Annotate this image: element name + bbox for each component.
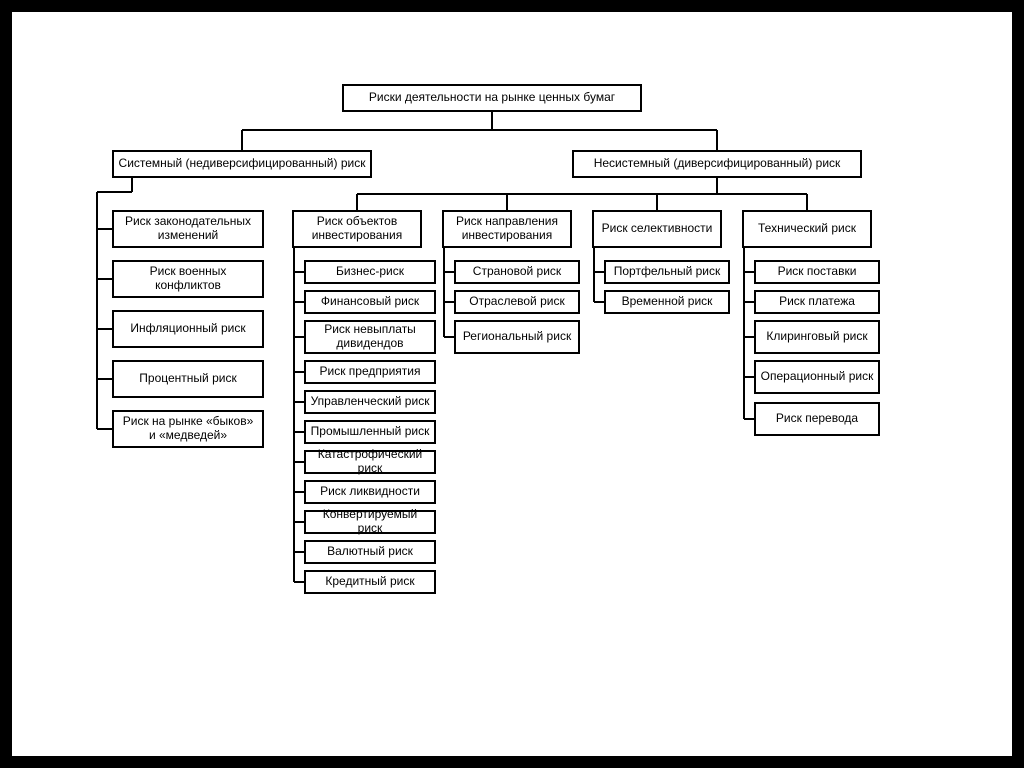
node-nonB: Риск направления инвестирования	[442, 210, 572, 248]
node-a9: Конвертируемый риск	[304, 510, 436, 534]
node-nonsystemic: Несистемный (диверсифицированный) риск	[572, 150, 862, 178]
node-d4: Операционный риск	[754, 360, 880, 394]
node-a6: Промышленный риск	[304, 420, 436, 444]
diagram-canvas: Риски деятельности на рынке ценных бумаг…	[12, 12, 1012, 756]
node-nonC: Риск селективности	[592, 210, 722, 248]
node-c2: Временной риск	[604, 290, 730, 314]
node-nonA: Риск объектов инвестирования	[292, 210, 422, 248]
node-systemic: Системный (недиверсифицированный) риск	[112, 150, 372, 178]
node-sys2: Риск военных конфликтов	[112, 260, 264, 298]
node-nonD: Технический риск	[742, 210, 872, 248]
node-d3: Клиринговый риск	[754, 320, 880, 354]
node-d2: Риск платежа	[754, 290, 880, 314]
node-b1: Страновой риск	[454, 260, 580, 284]
node-a7: Катастрофический риск	[304, 450, 436, 474]
node-a1: Бизнес-риск	[304, 260, 436, 284]
node-a8: Риск ликвидности	[304, 480, 436, 504]
node-root: Риски деятельности на рынке ценных бумаг	[342, 84, 642, 112]
node-a4: Риск предприятия	[304, 360, 436, 384]
node-a11: Кредитный риск	[304, 570, 436, 594]
node-sys5: Риск на рынке «быков» и «медведей»	[112, 410, 264, 448]
node-d5: Риск перевода	[754, 402, 880, 436]
node-sys1: Риск законодательных изменений	[112, 210, 264, 248]
node-a10: Валютный риск	[304, 540, 436, 564]
diagram-frame: Риски деятельности на рынке ценных бумаг…	[12, 12, 1012, 756]
node-d1: Риск поставки	[754, 260, 880, 284]
node-sys4: Процентный риск	[112, 360, 264, 398]
node-sys3: Инфляционный риск	[112, 310, 264, 348]
node-a3: Риск невыплаты дивидендов	[304, 320, 436, 354]
node-b3: Региональный риск	[454, 320, 580, 354]
node-a5: Управленческий риск	[304, 390, 436, 414]
node-c1: Портфельный риск	[604, 260, 730, 284]
node-a2: Финансовый риск	[304, 290, 436, 314]
node-b2: Отраслевой риск	[454, 290, 580, 314]
